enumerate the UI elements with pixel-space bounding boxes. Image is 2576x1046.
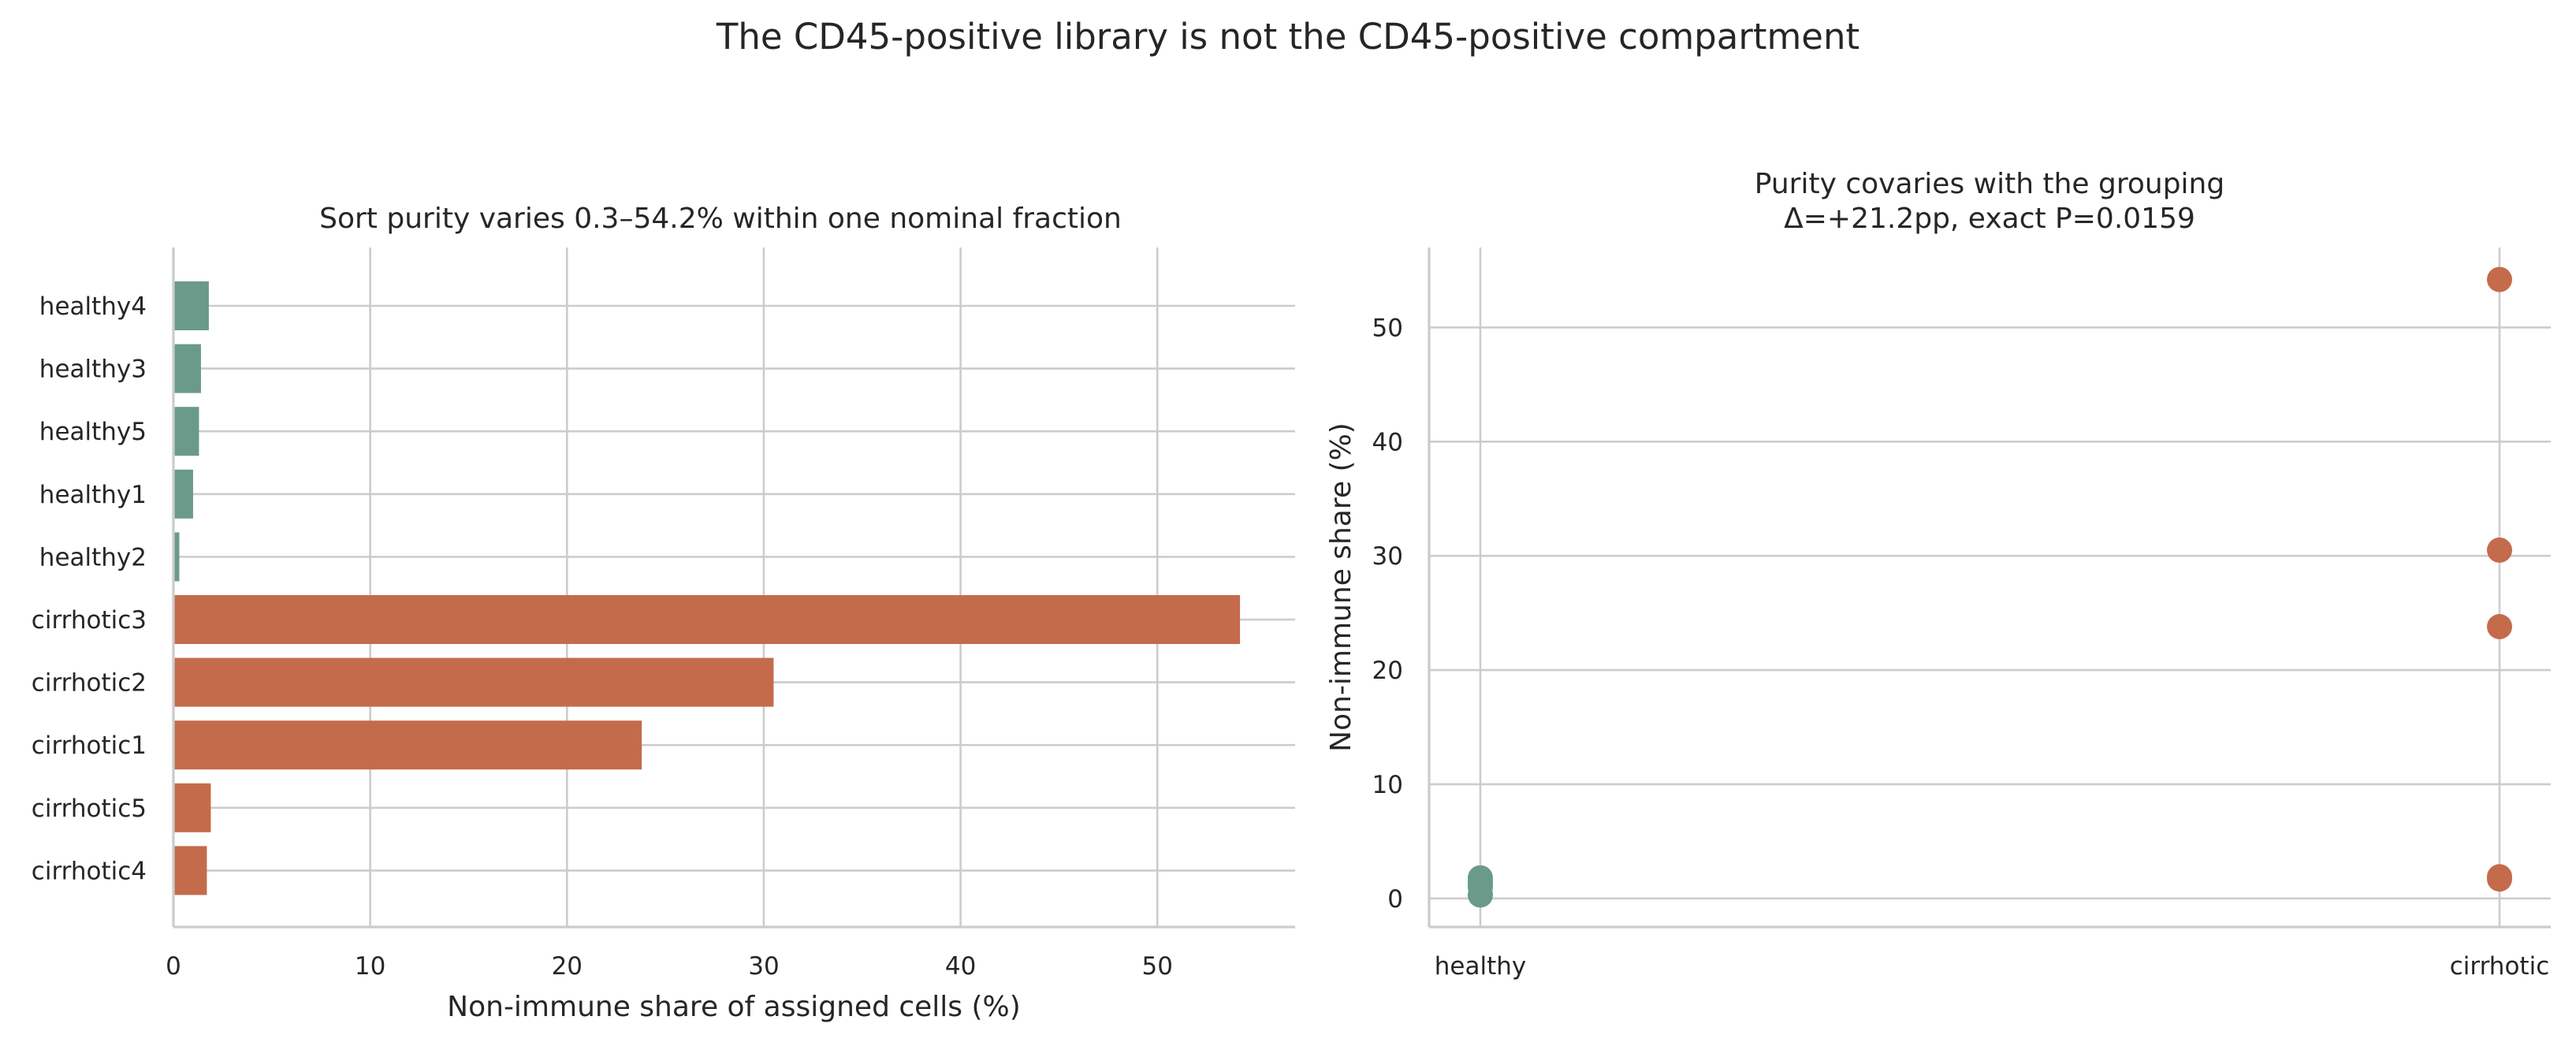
bar-healthy2 [173, 532, 180, 582]
right-y-tick-labels: 0 10 20 30 40 50 [1372, 314, 1403, 913]
right-y-tick-label: 0 [1387, 885, 1403, 914]
left-bars [173, 281, 1241, 895]
bar-healthy3 [173, 344, 201, 393]
left-x-tick-label: 40 [945, 952, 976, 981]
left-y-tick-label-cirrhotic2: cirrhotic2 [32, 669, 147, 698]
left-y-tick-labels: healthy4 healthy3 healthy5 healthy1 healthy2… [32, 292, 147, 885]
left-y-tick-label-healthy5: healthy5 [39, 418, 147, 446]
left-x-tick-label: 0 [166, 952, 181, 981]
right-x-tick-labels: healthy cirrhotic [1435, 952, 2549, 981]
left-y-tick-label-healthy1: healthy1 [39, 481, 147, 509]
bar-healthy5 [173, 407, 199, 456]
right-y-axis-label: Non-immune share (%) [1325, 422, 1357, 752]
right-y-tick-label: 10 [1372, 771, 1403, 799]
left-y-tick-label-healthy2: healthy2 [39, 543, 147, 571]
left-y-tick-label-healthy4: healthy4 [39, 292, 147, 321]
bar-healthy1 [173, 469, 193, 519]
point-cirrhotic-0 [2487, 266, 2512, 292]
left-y-tick-label-cirrhotic1: cirrhotic1 [32, 731, 147, 760]
right-y-tick-label: 20 [1372, 657, 1403, 685]
bar-cirrhotic1 [173, 720, 642, 770]
left-x-tick-label: 30 [748, 952, 779, 981]
left-x-tick-label: 50 [1142, 952, 1173, 981]
right-points [1468, 266, 2512, 908]
right-y-tick-label: 50 [1372, 314, 1403, 342]
bar-cirrhotic2 [173, 657, 774, 707]
right-gridlines [1429, 248, 2551, 927]
bar-cirrhotic5 [173, 783, 211, 832]
point-cirrhotic-4 [2487, 866, 2512, 892]
left-y-tick-label-healthy3: healthy3 [39, 355, 147, 384]
right-panel-title-line1: Purity covaries with the grouping [1755, 168, 2224, 200]
left-x-axis-label: Non-immune share of assigned cells (%) [447, 991, 1021, 1023]
left-x-tick-label: 20 [552, 952, 583, 981]
right-panel-scatter-chart: Purity covaries with the grouping Δ=+21.… [1325, 168, 2551, 981]
left-y-tick-label-cirrhotic5: cirrhotic5 [32, 795, 147, 823]
point-cirrhotic-1 [2487, 537, 2512, 563]
left-x-tick-label: 10 [355, 952, 385, 981]
right-x-tick-label-cirrhotic: cirrhotic [2450, 952, 2549, 981]
left-panel-title: Sort purity varies 0.3–54.2% within one … [319, 203, 1122, 235]
bar-healthy4 [173, 281, 209, 330]
right-y-tick-label: 40 [1372, 428, 1403, 456]
left-gridlines [173, 248, 1295, 927]
point-healthy-4 [1468, 882, 1493, 908]
right-x-tick-label-healthy: healthy [1435, 952, 1526, 981]
left-x-tick-labels: 0 10 20 30 40 50 [166, 952, 1173, 981]
bar-cirrhotic4 [173, 846, 207, 895]
left-y-tick-label-cirrhotic4: cirrhotic4 [32, 857, 147, 885]
left-y-tick-label-cirrhotic3: cirrhotic3 [32, 606, 147, 635]
point-cirrhotic-2 [2487, 613, 2512, 639]
left-panel-bar-chart: Sort purity varies 0.3–54.2% within one … [32, 203, 1295, 1023]
right-y-tick-label: 30 [1372, 542, 1403, 571]
figure-suptitle: The CD45-positive library is not the CD4… [716, 16, 1859, 58]
right-panel-title-line2: Δ=+21.2pp, exact P=0.0159 [1784, 203, 2195, 235]
bar-cirrhotic3 [173, 595, 1241, 644]
